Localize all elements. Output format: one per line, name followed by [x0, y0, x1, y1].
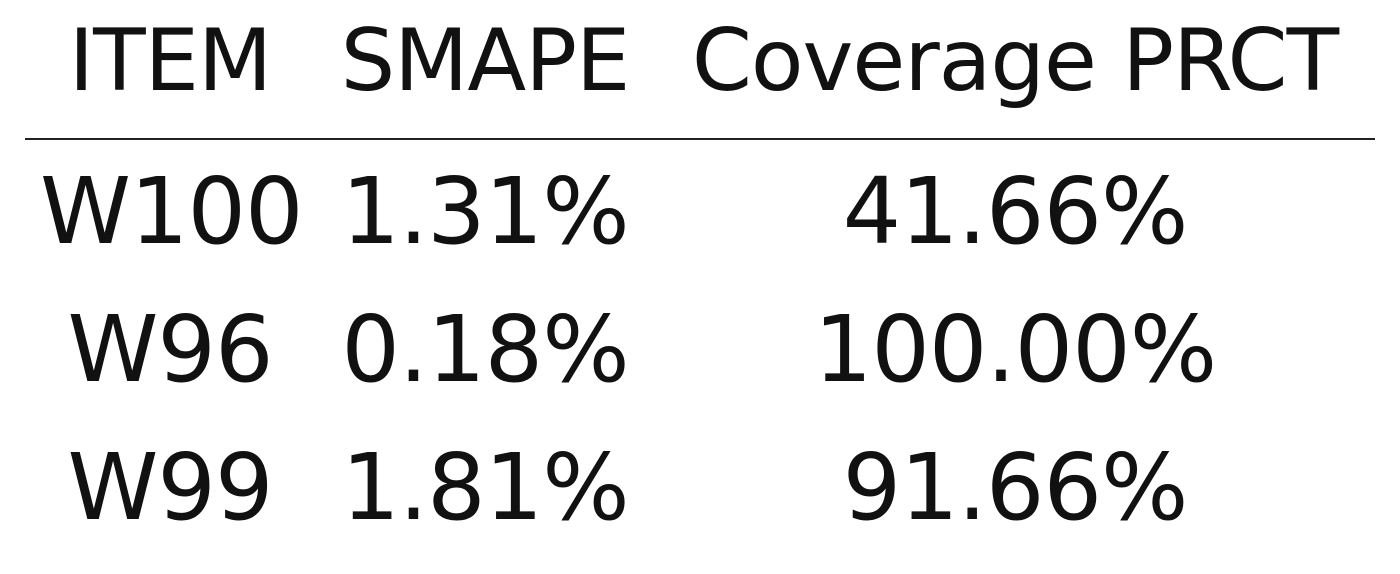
header-smape: SMAPE	[340, 11, 631, 111]
item-cell: W96	[67, 296, 273, 403]
coverage-cell: 100.00%	[813, 296, 1217, 403]
item-cell: W100	[40, 158, 304, 265]
smape-cell: 1.81%	[341, 434, 629, 541]
header-item: ITEM	[68, 11, 272, 111]
table-row: W99 1.81% 91.66%	[0, 442, 1400, 552]
header-divider	[25, 138, 1375, 140]
smape-cell: 0.18%	[341, 296, 629, 403]
table-row: W96 0.18% 100.00%	[0, 304, 1400, 414]
coverage-cell: 91.66%	[842, 434, 1189, 541]
table-row: W100 1.31% 41.66%	[0, 166, 1400, 276]
smape-cell: 1.31%	[341, 158, 629, 265]
coverage-cell: 41.66%	[842, 158, 1189, 265]
table-header-row: ITEM SMAPE Coverage PRCT	[0, 18, 1400, 128]
item-cell: W99	[67, 434, 273, 541]
header-coverage-prct: Coverage PRCT	[691, 11, 1339, 111]
